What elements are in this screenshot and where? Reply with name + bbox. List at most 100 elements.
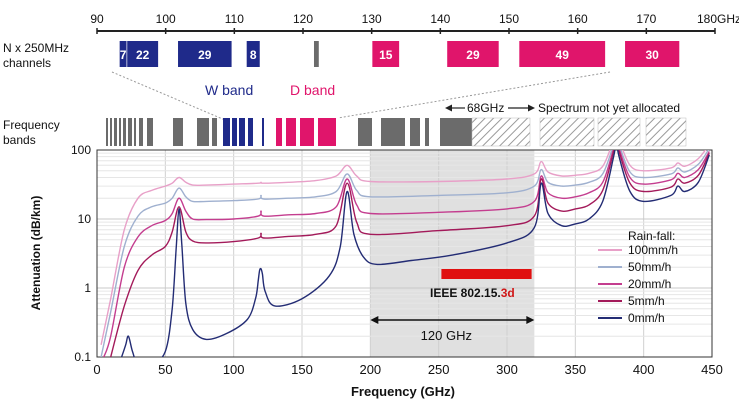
channel-block-label: 29 (466, 48, 480, 62)
gap-arrowhead (445, 104, 452, 112)
unallocated-label: Spectrum not yet allocated (538, 101, 680, 115)
w-band-zoom-line (111, 71, 226, 121)
channel-block-label: 30 (645, 48, 659, 62)
w-band-block (248, 118, 253, 146)
span-arrowhead-right (526, 316, 535, 324)
channel-axis-tick-label: 160 (568, 12, 588, 26)
channel-block-label: 22 (136, 48, 150, 62)
x-axis-ticks: 0 50 100 150 200 250 300 350 400 450 (93, 362, 722, 377)
channels-label-line2: channels (3, 56, 51, 70)
channel-axis-tick-label: 130 (362, 12, 382, 26)
channel-block (313, 41, 319, 67)
legend-entry: 50mm/h (628, 260, 671, 274)
unallocated-hatch (471, 117, 531, 147)
channel-axis-tick-label: 170 (636, 12, 656, 26)
channel-block (119, 41, 127, 67)
frequency-bands-label-line2: bands (3, 133, 36, 147)
legend-entry: 5mm/h (628, 294, 665, 308)
channel-axis-tick-label: 100 (156, 12, 176, 26)
channel-block-label: 7 (120, 48, 127, 62)
channel-axis-tick-label: 110 (225, 12, 244, 26)
x-tick-label: 200 (359, 362, 381, 377)
span-arrowhead-left (370, 316, 379, 324)
channel-block-label: 15 (379, 48, 393, 62)
ieee-label-suffix: 3d (501, 286, 515, 300)
band-block (139, 118, 143, 146)
band-block (425, 118, 429, 146)
d-band-zoom-line (337, 71, 611, 119)
ieee-label-prefix: IEEE 802.15. (430, 286, 501, 300)
x-tick-label: 50 (158, 362, 172, 377)
d-band-block (318, 118, 336, 146)
legend-title: Rain-fall: (628, 229, 675, 243)
channel-block (246, 41, 260, 67)
y-tick-label: 100 (71, 143, 91, 157)
band-block (381, 118, 405, 146)
band-block (114, 118, 117, 146)
band-block (119, 118, 121, 146)
w-band-block (262, 118, 264, 146)
x-tick-label: 100 (223, 362, 245, 377)
legend-entry: 20mm/h (628, 277, 671, 291)
attenuation-chart: 0 50 100 150 200 250 300 350 400 450 0.1 1 10 100 Fr… (29, 143, 723, 399)
series-line-100mmh (100, 150, 707, 345)
channel-block (127, 41, 159, 67)
y-axis-ticks: 0.1 1 10 100 (71, 143, 91, 364)
y-tick-label: 1 (84, 281, 91, 295)
x-tick-label: 400 (633, 362, 655, 377)
x-axis-label: Frequency (GHz) (351, 384, 455, 399)
channel-block-label: 8 (250, 48, 257, 62)
x-tick-label: 450 (701, 362, 723, 377)
channel-axis-tick-label: 120 (293, 12, 313, 26)
channel-block-label: 29 (198, 48, 212, 62)
unallocated-hatch (645, 117, 687, 147)
w-band-block (239, 118, 245, 146)
frequency-bands-label-line1: Frequency (3, 118, 60, 132)
band-block (358, 118, 372, 146)
gap-label: 68GHz (467, 101, 504, 115)
legend: 100mm/h 50mm/h 20mm/h 5mm/h 0mm/h (598, 243, 678, 325)
series-line-0mmh (120, 150, 710, 357)
band-block (410, 118, 420, 146)
band-block (197, 118, 209, 146)
series-line-5mmh (110, 150, 710, 357)
plot-frame (96, 149, 713, 358)
channels-label-line1: N x 250MHz (3, 41, 69, 55)
d-band-block (300, 118, 314, 146)
w-band-label: W band (205, 82, 253, 98)
unallocated-hatch (597, 117, 641, 147)
span-label: 120 GHz (421, 328, 472, 343)
band-block (173, 118, 183, 146)
channel-axis-tick-label: 140 (430, 12, 450, 26)
x-tick-label: 150 (291, 362, 313, 377)
legend-entry: 100mm/h (628, 243, 678, 257)
band-block (147, 118, 153, 146)
y-tick-label: 0.1 (74, 350, 91, 364)
channel-axis-tick-label: 180GHz (697, 12, 739, 26)
band-block (212, 118, 217, 146)
ieee-label: IEEE 802.15.3d (430, 286, 515, 300)
series-line-20mmh (103, 150, 710, 357)
channel-block (519, 41, 606, 67)
channel-block (178, 41, 232, 67)
channel-axis-tick-label: 150 (499, 12, 519, 26)
y-tick-label: 10 (78, 212, 92, 226)
x-tick-label: 250 (428, 362, 450, 377)
w-band-block (232, 118, 237, 146)
band-block (106, 118, 108, 146)
x-tick-label: 350 (564, 362, 586, 377)
band-block (134, 118, 136, 146)
band-block (123, 118, 126, 146)
unallocated-hatch (539, 117, 595, 147)
channel-block (447, 41, 499, 67)
channel-block-label: 49 (556, 48, 570, 62)
series-line-50mmh (100, 150, 710, 357)
d-band-block (286, 118, 296, 146)
channel-blocks: 7 22 29 8 15 29 49 30 (119, 41, 680, 67)
d-band-label: D band (290, 82, 335, 98)
y-axis-label: Attenuation (dB/km) (29, 196, 43, 311)
d-band-block (276, 118, 282, 146)
channel-block (372, 41, 400, 67)
w-band-block (223, 118, 230, 146)
